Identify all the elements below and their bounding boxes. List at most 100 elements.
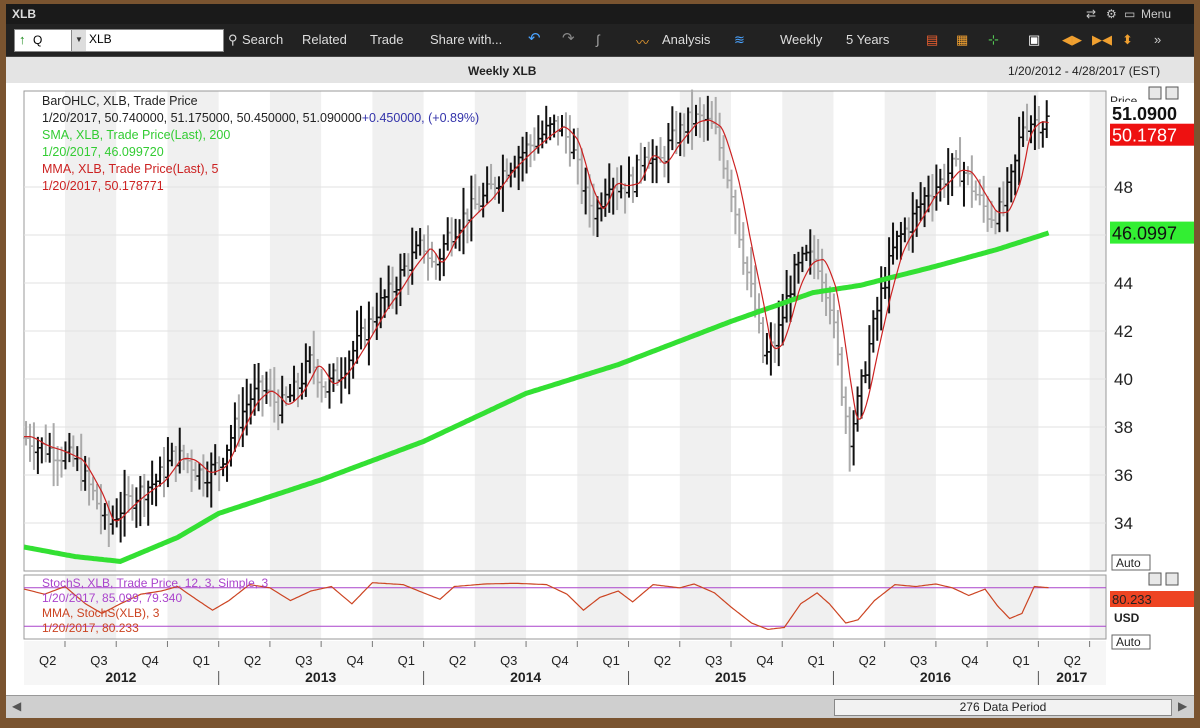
- quarter-label: Q1: [398, 653, 415, 668]
- menu-label[interactable]: Menu: [1141, 7, 1172, 21]
- y-tick-label: 38: [1114, 418, 1133, 437]
- quarter-label: Q1: [193, 653, 210, 668]
- settings-icon[interactable]: ⚙: [1106, 7, 1117, 21]
- year-label: 2012: [105, 669, 136, 685]
- auto-scale-button[interactable]: [1111, 554, 1151, 571]
- year-label: 2013: [305, 669, 336, 685]
- symbol-input[interactable]: [89, 32, 219, 46]
- stoch-restore-icon: [1148, 572, 1162, 586]
- search-icon[interactable]: ⚲: [228, 32, 238, 47]
- redo-icon[interactable]: ↷: [562, 30, 575, 47]
- auto-scale-label: Auto: [1116, 556, 1141, 570]
- quarter-label: Q3: [295, 653, 312, 668]
- year-label: 2014: [510, 669, 541, 685]
- y-tick-label: 48: [1114, 178, 1133, 197]
- chart-area[interactable]: 3436384042444648PriceAuto BarOHLC, XLB, …: [6, 83, 1194, 695]
- quarter-label: Q4: [141, 653, 158, 668]
- mma-price-tag: 50.1787: [1112, 126, 1177, 146]
- trade-button[interactable]: Trade: [370, 32, 404, 47]
- quarter-label: Q3: [90, 653, 107, 668]
- quarter-label: Q2: [244, 653, 261, 668]
- chart-title: Weekly XLB: [468, 64, 537, 78]
- studies-icon[interactable]: ≋: [734, 32, 745, 47]
- quarter-label: Q1: [603, 653, 620, 668]
- y-tick-label: 36: [1114, 466, 1133, 485]
- chart-header: Weekly XLB 1/20/2012 - 4/28/2017 (EST): [6, 57, 1194, 83]
- window-title: XLB: [12, 7, 36, 21]
- stoch-tag: 80.233: [1112, 592, 1152, 607]
- period-button[interactable]: Weekly: [780, 32, 823, 47]
- analysis-icon[interactable]: 〰: [636, 35, 650, 50]
- quarter-label: Q2: [859, 653, 876, 668]
- scrollbar[interactable]: ◀ 276 Data Period ▶: [6, 695, 1194, 718]
- quarter-band-stoch: [474, 575, 527, 639]
- year-label: 2015: [715, 669, 746, 685]
- range-button[interactable]: 5 Years: [846, 32, 890, 47]
- y-tick-label: 34: [1114, 514, 1133, 533]
- symbol-type[interactable]: Q: [33, 33, 43, 47]
- year-label: 2016: [920, 669, 951, 685]
- quarter-label: Q4: [961, 653, 978, 668]
- undo-icon[interactable]: ↶: [528, 30, 541, 47]
- quarter-label: Q3: [910, 653, 927, 668]
- layout-icon[interactable]: ▣: [1028, 32, 1041, 47]
- scroll-right-icon[interactable]: ▶: [1178, 699, 1188, 713]
- title-bar: XLB ⇄ ⚙ ▭ Menu: [6, 4, 1194, 24]
- data-period-label: 276 Data Period: [959, 700, 1047, 714]
- zoom-icon[interactable]: ▶◀: [1092, 32, 1112, 47]
- quarter-band-stoch: [679, 575, 731, 639]
- stoch-legend-entry: 1/20/2017, 80.233: [42, 621, 139, 635]
- search-button[interactable]: Search: [242, 32, 284, 47]
- stoch-line: [23, 582, 1049, 631]
- stoch-legend-entry: 1/20/2017, 85.099, 79.340: [42, 591, 182, 605]
- more-icon[interactable]: »: [1154, 32, 1162, 47]
- quarter-label: Q4: [551, 653, 568, 668]
- crosshair-icon[interactable]: ⊹: [988, 32, 999, 47]
- quarter-band-stoch: [987, 575, 1039, 639]
- stoch-panel-frame: [23, 574, 1107, 640]
- symbol-box[interactable]: ↑ Q ▼: [14, 29, 224, 52]
- usd-label: USD: [1114, 611, 1140, 625]
- scroll-thumb[interactable]: 276 Data Period: [834, 699, 1172, 716]
- y-tick-label: 42: [1114, 322, 1133, 341]
- last-price-tag-bg: [1110, 101, 1194, 124]
- legend-entry: 1/20/2017, 50.740000, 51.175000, 50.4500…: [42, 111, 479, 125]
- quarter-label: Q2: [449, 653, 466, 668]
- stoch-auto-label: Auto: [1116, 635, 1141, 649]
- link-icon[interactable]: ⇄: [1086, 7, 1097, 21]
- mma-price-tag-bg: [1110, 123, 1194, 146]
- year-label: 2017: [1056, 669, 1087, 685]
- quarter-band-stoch: [1089, 575, 1106, 639]
- compare-icon[interactable]: ▦: [956, 32, 969, 47]
- chart-style-icon[interactable]: ▤: [926, 32, 939, 47]
- quarter-label: Q1: [1012, 653, 1029, 668]
- date-range: 1/20/2012 - 4/28/2017 (EST): [1008, 64, 1161, 78]
- stoch-tag-bg: [1110, 591, 1194, 607]
- chevron-down-icon: ▼: [75, 35, 83, 44]
- mma5-line: [24, 119, 1049, 522]
- analysis-button[interactable]: Analysis: [662, 32, 711, 47]
- scroll-left-icon[interactable]: ◀: [12, 699, 22, 713]
- quarter-label: Q1: [807, 653, 824, 668]
- scroll-left-right-icon[interactable]: ◀▶: [1062, 32, 1082, 47]
- quarter-label: Q4: [756, 653, 773, 668]
- related-button[interactable]: Related: [302, 32, 347, 47]
- draw-icon[interactable]: ∫: [596, 32, 600, 47]
- stoch-close-icon: [1165, 572, 1179, 586]
- symbol-dropdown[interactable]: ▼: [71, 30, 86, 51]
- sma-price-tag: 46.0997: [1112, 224, 1177, 244]
- chart-svg[interactable]: 3436384042444648PriceAuto BarOHLC, XLB, …: [6, 83, 1194, 695]
- quarter-band-stoch: [269, 575, 322, 639]
- legend-change: +0.450000, (+0.89%): [362, 111, 479, 125]
- quarter-label: Q2: [39, 653, 56, 668]
- legend-entry: SMA, XLB, Trade Price(Last), 200: [42, 128, 230, 142]
- stoch-auto-button[interactable]: [1111, 634, 1151, 650]
- share-button[interactable]: Share with...: [430, 32, 503, 47]
- y-tick-label: 40: [1114, 370, 1133, 389]
- stoch-legend-entry: MMA, StochS(XLB), 3: [42, 606, 160, 620]
- minimize-icon[interactable]: ▭: [1124, 7, 1136, 21]
- scale-icon[interactable]: ⬍: [1122, 32, 1133, 47]
- quarter-band-stoch: [577, 575, 629, 639]
- quarter-label: Q2: [654, 653, 671, 668]
